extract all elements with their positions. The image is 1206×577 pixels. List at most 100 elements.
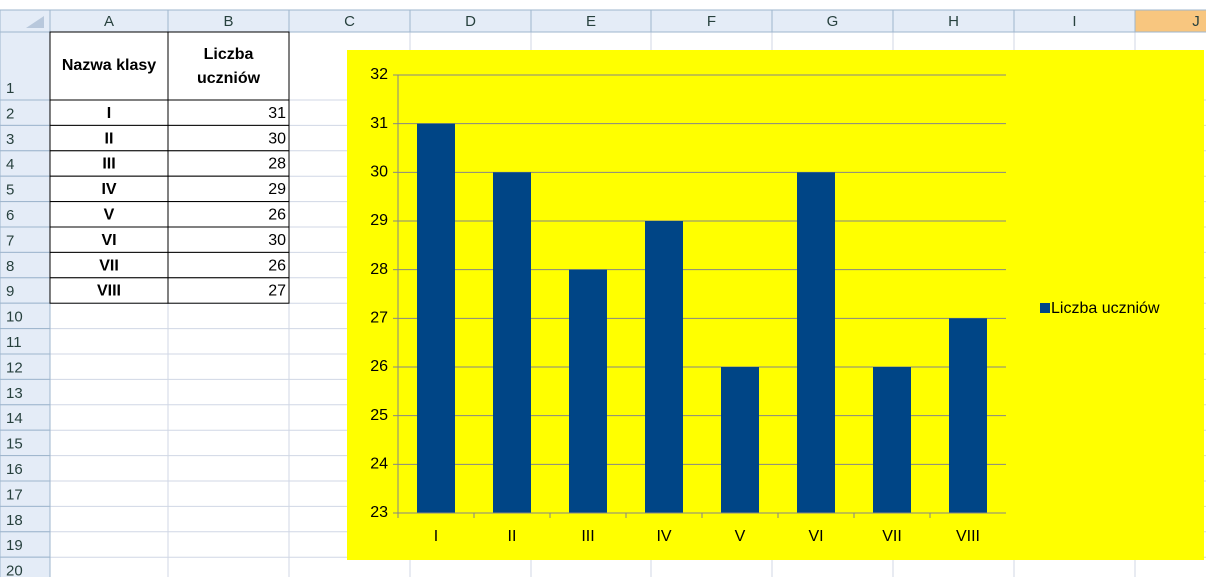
- cell[interactable]: [49, 277, 169, 304]
- row-header[interactable]: [0, 429, 51, 457]
- row-header[interactable]: [0, 556, 51, 577]
- row-header[interactable]: [0, 31, 51, 101]
- row-number: 11: [6, 334, 22, 351]
- row-header[interactable]: [0, 328, 51, 355]
- select-all[interactable]: [26, 16, 44, 28]
- x-tick-label: IV: [656, 528, 671, 545]
- row-header[interactable]: [0, 378, 51, 406]
- row-number: 5: [6, 182, 14, 199]
- row-number: 18: [6, 512, 23, 529]
- row-header[interactable]: [0, 455, 51, 482]
- bar: [493, 172, 531, 514]
- column-letter: J: [1192, 13, 1200, 30]
- cell[interactable]: [167, 277, 290, 304]
- y-tick-label: 31: [370, 115, 388, 132]
- cell[interactable]: [167, 226, 290, 253]
- column-header[interactable]: [1134, 9, 1206, 33]
- row-header[interactable]: [0, 226, 51, 253]
- x-tick-label: VII: [882, 528, 902, 545]
- student-count: 27: [268, 283, 286, 300]
- row-number: 12: [6, 359, 23, 376]
- student-count: 30: [268, 130, 286, 147]
- cell[interactable]: [167, 124, 290, 152]
- class-name: III: [102, 156, 115, 173]
- row-number: 6: [6, 207, 14, 224]
- header-text: Nazwa klasy: [62, 57, 156, 74]
- column-letter: G: [827, 13, 839, 30]
- x-tick-label: I: [434, 528, 438, 545]
- y-tick-label: 26: [370, 358, 388, 375]
- y-tick-label: 28: [370, 261, 388, 278]
- row-number: 16: [6, 461, 23, 478]
- row-number: 14: [6, 410, 23, 427]
- row-number: 10: [6, 309, 23, 326]
- bar: [721, 367, 759, 513]
- row-header[interactable]: [0, 404, 51, 431]
- row-header[interactable]: [0, 505, 51, 533]
- class-name: VIII: [97, 283, 121, 300]
- x-tick-label: II: [508, 528, 517, 545]
- row-header[interactable]: [0, 124, 51, 152]
- row-header[interactable]: [0, 531, 51, 558]
- row-number: 7: [6, 232, 14, 249]
- y-tick-label: 29: [370, 212, 388, 229]
- header-cell: [167, 31, 290, 101]
- class-name: IV: [101, 181, 116, 198]
- chart-area[interactable]: [347, 50, 1204, 560]
- row-number: 9: [6, 283, 14, 300]
- cell[interactable]: [167, 99, 290, 126]
- row-header[interactable]: [0, 353, 51, 380]
- row-header[interactable]: [0, 175, 51, 203]
- row-number: 15: [6, 436, 23, 453]
- x-tick-label: VI: [808, 528, 823, 545]
- column-letter: I: [1072, 13, 1076, 30]
- column-letter: F: [707, 13, 716, 30]
- cell[interactable]: [167, 251, 290, 279]
- student-count: 26: [268, 257, 286, 274]
- class-name: I: [107, 105, 111, 122]
- column-letter: A: [104, 13, 114, 30]
- y-tick-label: 27: [370, 310, 388, 327]
- student-count: 28: [268, 156, 286, 173]
- row-header[interactable]: [0, 150, 51, 177]
- row-number: 17: [6, 486, 23, 503]
- header-text: Liczba uczniów: [197, 46, 261, 87]
- cell[interactable]: [49, 124, 169, 152]
- row-header[interactable]: [0, 201, 51, 228]
- y-tick-label: 30: [370, 164, 388, 181]
- row-number: 20: [6, 563, 23, 577]
- student-count: 31: [268, 105, 286, 122]
- class-name: VII: [99, 257, 119, 274]
- x-tick-label: V: [735, 528, 746, 545]
- column-letter: H: [948, 13, 959, 30]
- student-count: 30: [268, 232, 286, 249]
- cell[interactable]: [167, 175, 290, 203]
- y-tick-label: 23: [370, 504, 388, 521]
- row-number: 13: [6, 385, 23, 402]
- y-tick-label: 25: [370, 407, 388, 424]
- cell[interactable]: [167, 201, 290, 228]
- column-letter: B: [223, 13, 233, 30]
- y-tick-label: 24: [370, 456, 388, 473]
- bar: [569, 269, 607, 513]
- x-tick-label: VIII: [956, 528, 980, 545]
- row-number: 3: [6, 131, 14, 148]
- bar: [949, 318, 987, 513]
- legend-swatch: [1040, 303, 1050, 313]
- legend-label: Liczba uczniów: [1051, 300, 1160, 317]
- row-number: 1: [6, 80, 14, 97]
- class-name: V: [104, 207, 115, 224]
- row-number: 4: [6, 156, 14, 173]
- student-count: 29: [268, 181, 286, 198]
- class-name: VI: [101, 232, 116, 249]
- bar: [417, 123, 455, 514]
- bar: [797, 172, 835, 514]
- row-number: 8: [6, 258, 14, 275]
- bar: [645, 221, 683, 513]
- row-number: 19: [6, 537, 23, 554]
- y-tick-label: 32: [370, 66, 388, 83]
- class-name: II: [105, 130, 114, 147]
- row-header[interactable]: [0, 480, 51, 507]
- row-number: 2: [6, 105, 14, 122]
